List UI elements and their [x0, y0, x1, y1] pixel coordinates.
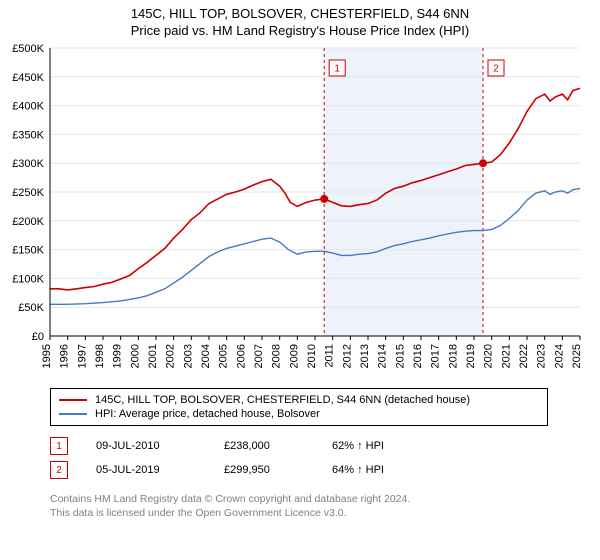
svg-text:2003: 2003 [182, 344, 194, 368]
svg-text:2008: 2008 [271, 344, 283, 368]
sale-marker-2: 2 [50, 461, 68, 479]
svg-text:£450K: £450K [12, 72, 44, 84]
svg-text:2002: 2002 [165, 344, 177, 368]
svg-text:£200K: £200K [12, 216, 44, 228]
sale-marker-1: 1 [50, 437, 68, 455]
svg-text:2004: 2004 [200, 344, 212, 368]
svg-text:2009: 2009 [288, 344, 300, 368]
svg-text:1996: 1996 [59, 344, 71, 368]
svg-text:£100K: £100K [12, 273, 44, 285]
sale-pct-1: 62% ↑ HPI [332, 440, 442, 452]
svg-text:2017: 2017 [430, 344, 442, 368]
svg-text:2015: 2015 [394, 344, 406, 368]
svg-text:1999: 1999 [112, 344, 124, 368]
svg-text:2006: 2006 [235, 344, 247, 368]
sale-date-1: 09-JUL-2010 [96, 440, 196, 452]
svg-text:2014: 2014 [377, 344, 389, 368]
sales-table: 1 09-JUL-2010 £238,000 62% ↑ HPI 2 05-JU… [50, 434, 550, 482]
line-chart: £0 £50K £100K £150K £200K £250K £300K £350K £400… [0, 40, 600, 380]
svg-text:£0: £0 [32, 331, 44, 343]
sale-row-2: 2 05-JUL-2019 £299,950 64% ↑ HPI [50, 458, 550, 482]
svg-text:£350K: £350K [12, 129, 44, 141]
legend-item-property: 145C, HILL TOP, BOLSOVER, CHESTERFIELD, … [59, 393, 539, 407]
legend-label-hpi: HPI: Average price, detached house, Bols… [95, 408, 320, 420]
svg-text:2021: 2021 [500, 344, 512, 368]
svg-text:2007: 2007 [253, 344, 265, 368]
sale-price-2: £299,950 [224, 464, 304, 476]
legend-item-hpi: HPI: Average price, detached house, Bols… [59, 407, 539, 421]
svg-text:2012: 2012 [341, 344, 353, 368]
footer: Contains HM Land Registry data © Crown c… [50, 492, 600, 520]
chart-title: 145C, HILL TOP, BOLSOVER, CHESTERFIELD, … [0, 6, 600, 21]
sale-pct-2: 64% ↑ HPI [332, 464, 442, 476]
svg-text:£300K: £300K [12, 158, 44, 170]
svg-text:2022: 2022 [518, 344, 530, 368]
legend: 145C, HILL TOP, BOLSOVER, CHESTERFIELD, … [50, 388, 548, 426]
footer-line-1: Contains HM Land Registry data © Crown c… [50, 492, 600, 506]
legend-swatch-property [59, 399, 87, 401]
svg-text:2010: 2010 [306, 344, 318, 368]
legend-swatch-hpi [59, 413, 87, 415]
svg-text:1995: 1995 [41, 344, 53, 368]
svg-text:2016: 2016 [412, 344, 424, 368]
svg-text:2024: 2024 [553, 344, 565, 368]
svg-text:2011: 2011 [324, 344, 336, 368]
svg-text:2: 2 [493, 64, 499, 75]
svg-text:2000: 2000 [129, 344, 141, 368]
svg-text:1998: 1998 [94, 344, 106, 368]
chart-container: £0 £50K £100K £150K £200K £250K £300K £350K £400… [0, 40, 600, 380]
svg-text:£500K: £500K [12, 43, 44, 55]
sale-price-1: £238,000 [224, 440, 304, 452]
footer-line-2: This data is licensed under the Open Gov… [50, 506, 600, 520]
sale-row-1: 1 09-JUL-2010 £238,000 62% ↑ HPI [50, 434, 550, 458]
sale-date-2: 05-JUL-2019 [96, 464, 196, 476]
svg-text:2025: 2025 [571, 344, 583, 368]
title-block: 145C, HILL TOP, BOLSOVER, CHESTERFIELD, … [0, 0, 600, 40]
svg-text:2019: 2019 [465, 344, 477, 368]
svg-text:£400K: £400K [12, 101, 44, 113]
svg-text:£150K: £150K [12, 245, 44, 257]
svg-text:2023: 2023 [536, 344, 548, 368]
svg-text:2005: 2005 [218, 344, 230, 368]
svg-text:2001: 2001 [147, 344, 159, 368]
svg-text:£50K: £50K [18, 302, 44, 314]
svg-text:2018: 2018 [447, 344, 459, 368]
svg-text:2013: 2013 [359, 344, 371, 368]
svg-text:2020: 2020 [483, 344, 495, 368]
svg-text:1: 1 [334, 64, 340, 75]
legend-label-property: 145C, HILL TOP, BOLSOVER, CHESTERFIELD, … [95, 394, 470, 406]
svg-text:1997: 1997 [76, 344, 88, 368]
chart-subtitle: Price paid vs. HM Land Registry's House … [0, 23, 600, 38]
svg-text:£250K: £250K [12, 187, 44, 199]
